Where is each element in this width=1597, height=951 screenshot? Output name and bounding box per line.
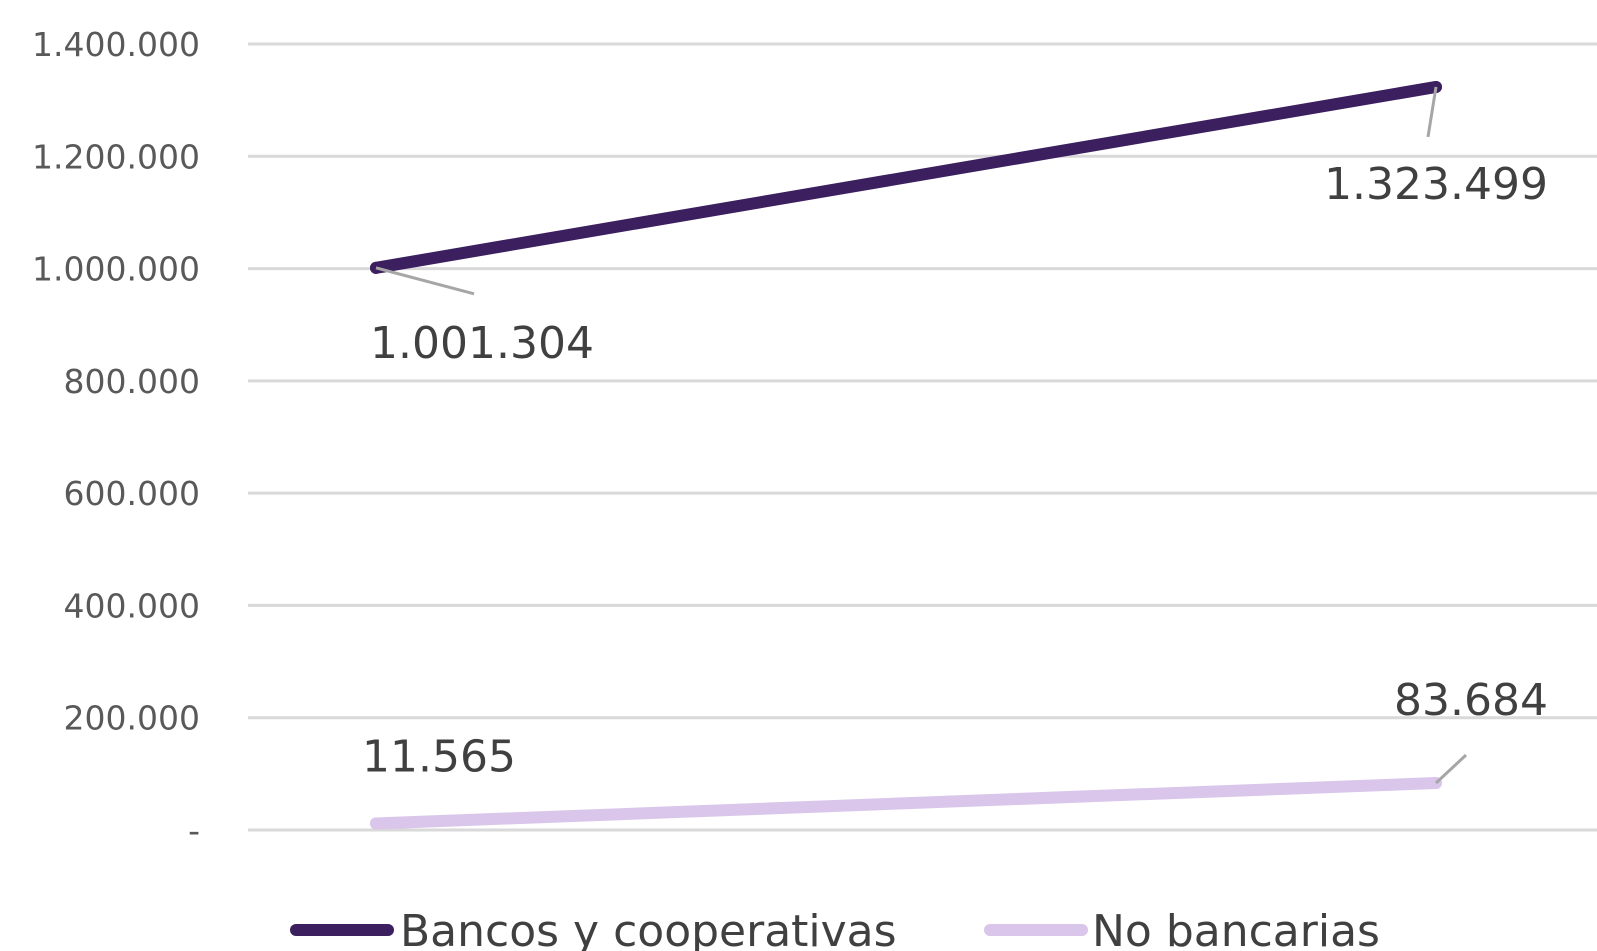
- y-tick-label-5: 1.000.000: [32, 250, 200, 289]
- legend-label-1: No bancarias: [1092, 906, 1380, 951]
- leader-line-0-0: [375, 266, 475, 296]
- legend-label-0: Bancos y cooperativas: [400, 906, 897, 951]
- label-leader-lines: [375, 86, 1468, 785]
- y-tick-label-7: 1.400.000: [32, 25, 200, 64]
- series-lines: [370, 80, 1442, 830]
- y-tick-label-3: 600.000: [64, 474, 200, 513]
- leader-line-0-1: [1426, 86, 1438, 138]
- y-tick-label-2: 400.000: [64, 586, 200, 625]
- leader-line-1-1: [1434, 753, 1468, 785]
- data-label-0-1: 1.323.499: [1324, 159, 1548, 210]
- y-tick-label-6: 1.200.000: [32, 137, 200, 176]
- data-labels: 1.001.304 1.323.499 11.565 83.684: [362, 159, 1548, 783]
- data-label-1-1: 83.684: [1394, 675, 1548, 726]
- y-tick-label-0: -: [188, 811, 200, 850]
- y-tick-label-4: 800.000: [64, 362, 200, 401]
- data-point-1-0: [370, 817, 382, 830]
- data-label-0-0: 1.001.304: [370, 318, 594, 369]
- data-label-1-0: 11.565: [362, 732, 516, 783]
- series-line-1: [370, 777, 1442, 830]
- y-axis: - 200.000 400.000 600.000 800.000 1.000.000 1.…: [32, 25, 200, 850]
- legend: Bancos y cooperativas No bancarias: [290, 906, 1380, 951]
- series-line-0: [370, 80, 1442, 274]
- gridlines: [248, 42, 1597, 832]
- y-tick-label-1: 200.000: [64, 699, 200, 738]
